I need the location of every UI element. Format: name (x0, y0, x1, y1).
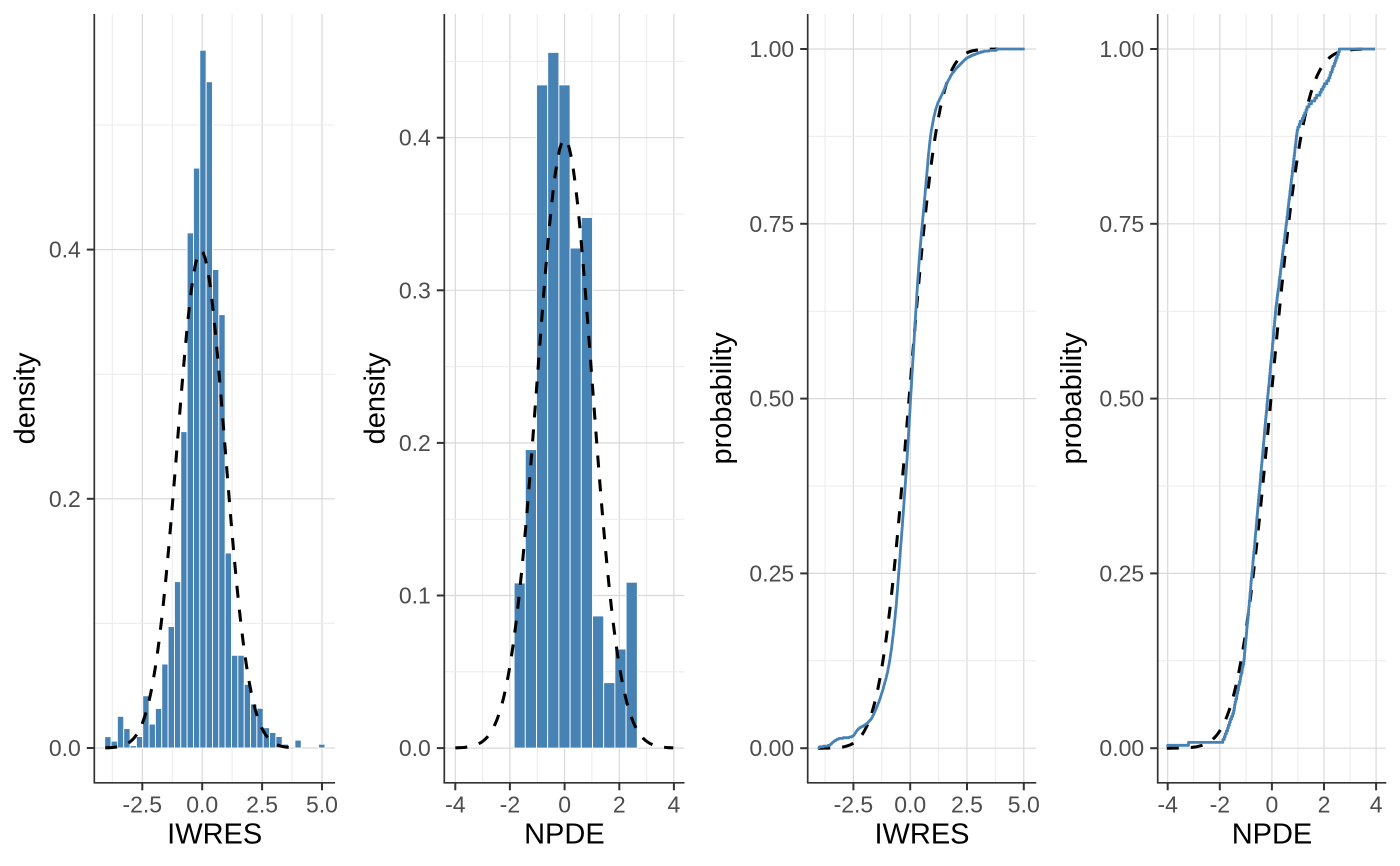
svg-text:0.75: 0.75 (749, 211, 794, 237)
svg-text:-4: -4 (445, 792, 466, 818)
svg-text:2.5: 2.5 (246, 792, 278, 818)
svg-text:0.2: 0.2 (49, 486, 81, 512)
svg-text:0.50: 0.50 (749, 386, 794, 412)
svg-text:0.75: 0.75 (1099, 211, 1144, 237)
svg-text:density: density (360, 352, 392, 444)
svg-text:0.50: 0.50 (1099, 386, 1144, 412)
svg-text:0.4: 0.4 (399, 125, 431, 151)
svg-text:IWRES: IWRES (874, 819, 969, 851)
svg-text:-2: -2 (500, 792, 520, 818)
svg-text:NPDE: NPDE (1232, 819, 1313, 851)
svg-text:0.0: 0.0 (399, 735, 431, 761)
svg-text:-2.5: -2.5 (122, 792, 162, 818)
svg-text:-2: -2 (1210, 792, 1230, 818)
svg-text:density: density (10, 352, 42, 444)
svg-text:-4: -4 (1157, 792, 1178, 818)
svg-text:probability: probability (1056, 332, 1088, 465)
svg-text:2: 2 (1318, 792, 1331, 818)
svg-text:0.0: 0.0 (49, 735, 81, 761)
svg-text:0.3: 0.3 (399, 277, 431, 303)
svg-text:0.0: 0.0 (894, 792, 926, 818)
svg-text:probability: probability (706, 332, 738, 465)
svg-text:0.00: 0.00 (749, 735, 794, 761)
svg-text:0.2: 0.2 (399, 430, 431, 456)
svg-text:0.4: 0.4 (49, 237, 81, 263)
svg-text:0.25: 0.25 (1099, 560, 1144, 586)
svg-text:1.00: 1.00 (749, 36, 794, 62)
svg-text:IWRES: IWRES (167, 819, 262, 851)
svg-text:0: 0 (1266, 792, 1279, 818)
svg-text:NPDE: NPDE (524, 819, 605, 851)
svg-text:4: 4 (1370, 792, 1383, 818)
svg-text:0.25: 0.25 (749, 560, 794, 586)
svg-text:0.00: 0.00 (1099, 735, 1144, 761)
svg-text:2: 2 (613, 792, 626, 818)
svg-text:5.0: 5.0 (306, 792, 338, 818)
svg-text:1.00: 1.00 (1099, 36, 1144, 62)
svg-text:0.1: 0.1 (399, 583, 431, 609)
svg-text:2.5: 2.5 (951, 792, 983, 818)
svg-text:0: 0 (558, 792, 571, 818)
svg-text:0.0: 0.0 (186, 792, 218, 818)
svg-text:5.0: 5.0 (1008, 792, 1040, 818)
svg-text:-2.5: -2.5 (834, 792, 874, 818)
svg-text:4: 4 (668, 792, 681, 818)
